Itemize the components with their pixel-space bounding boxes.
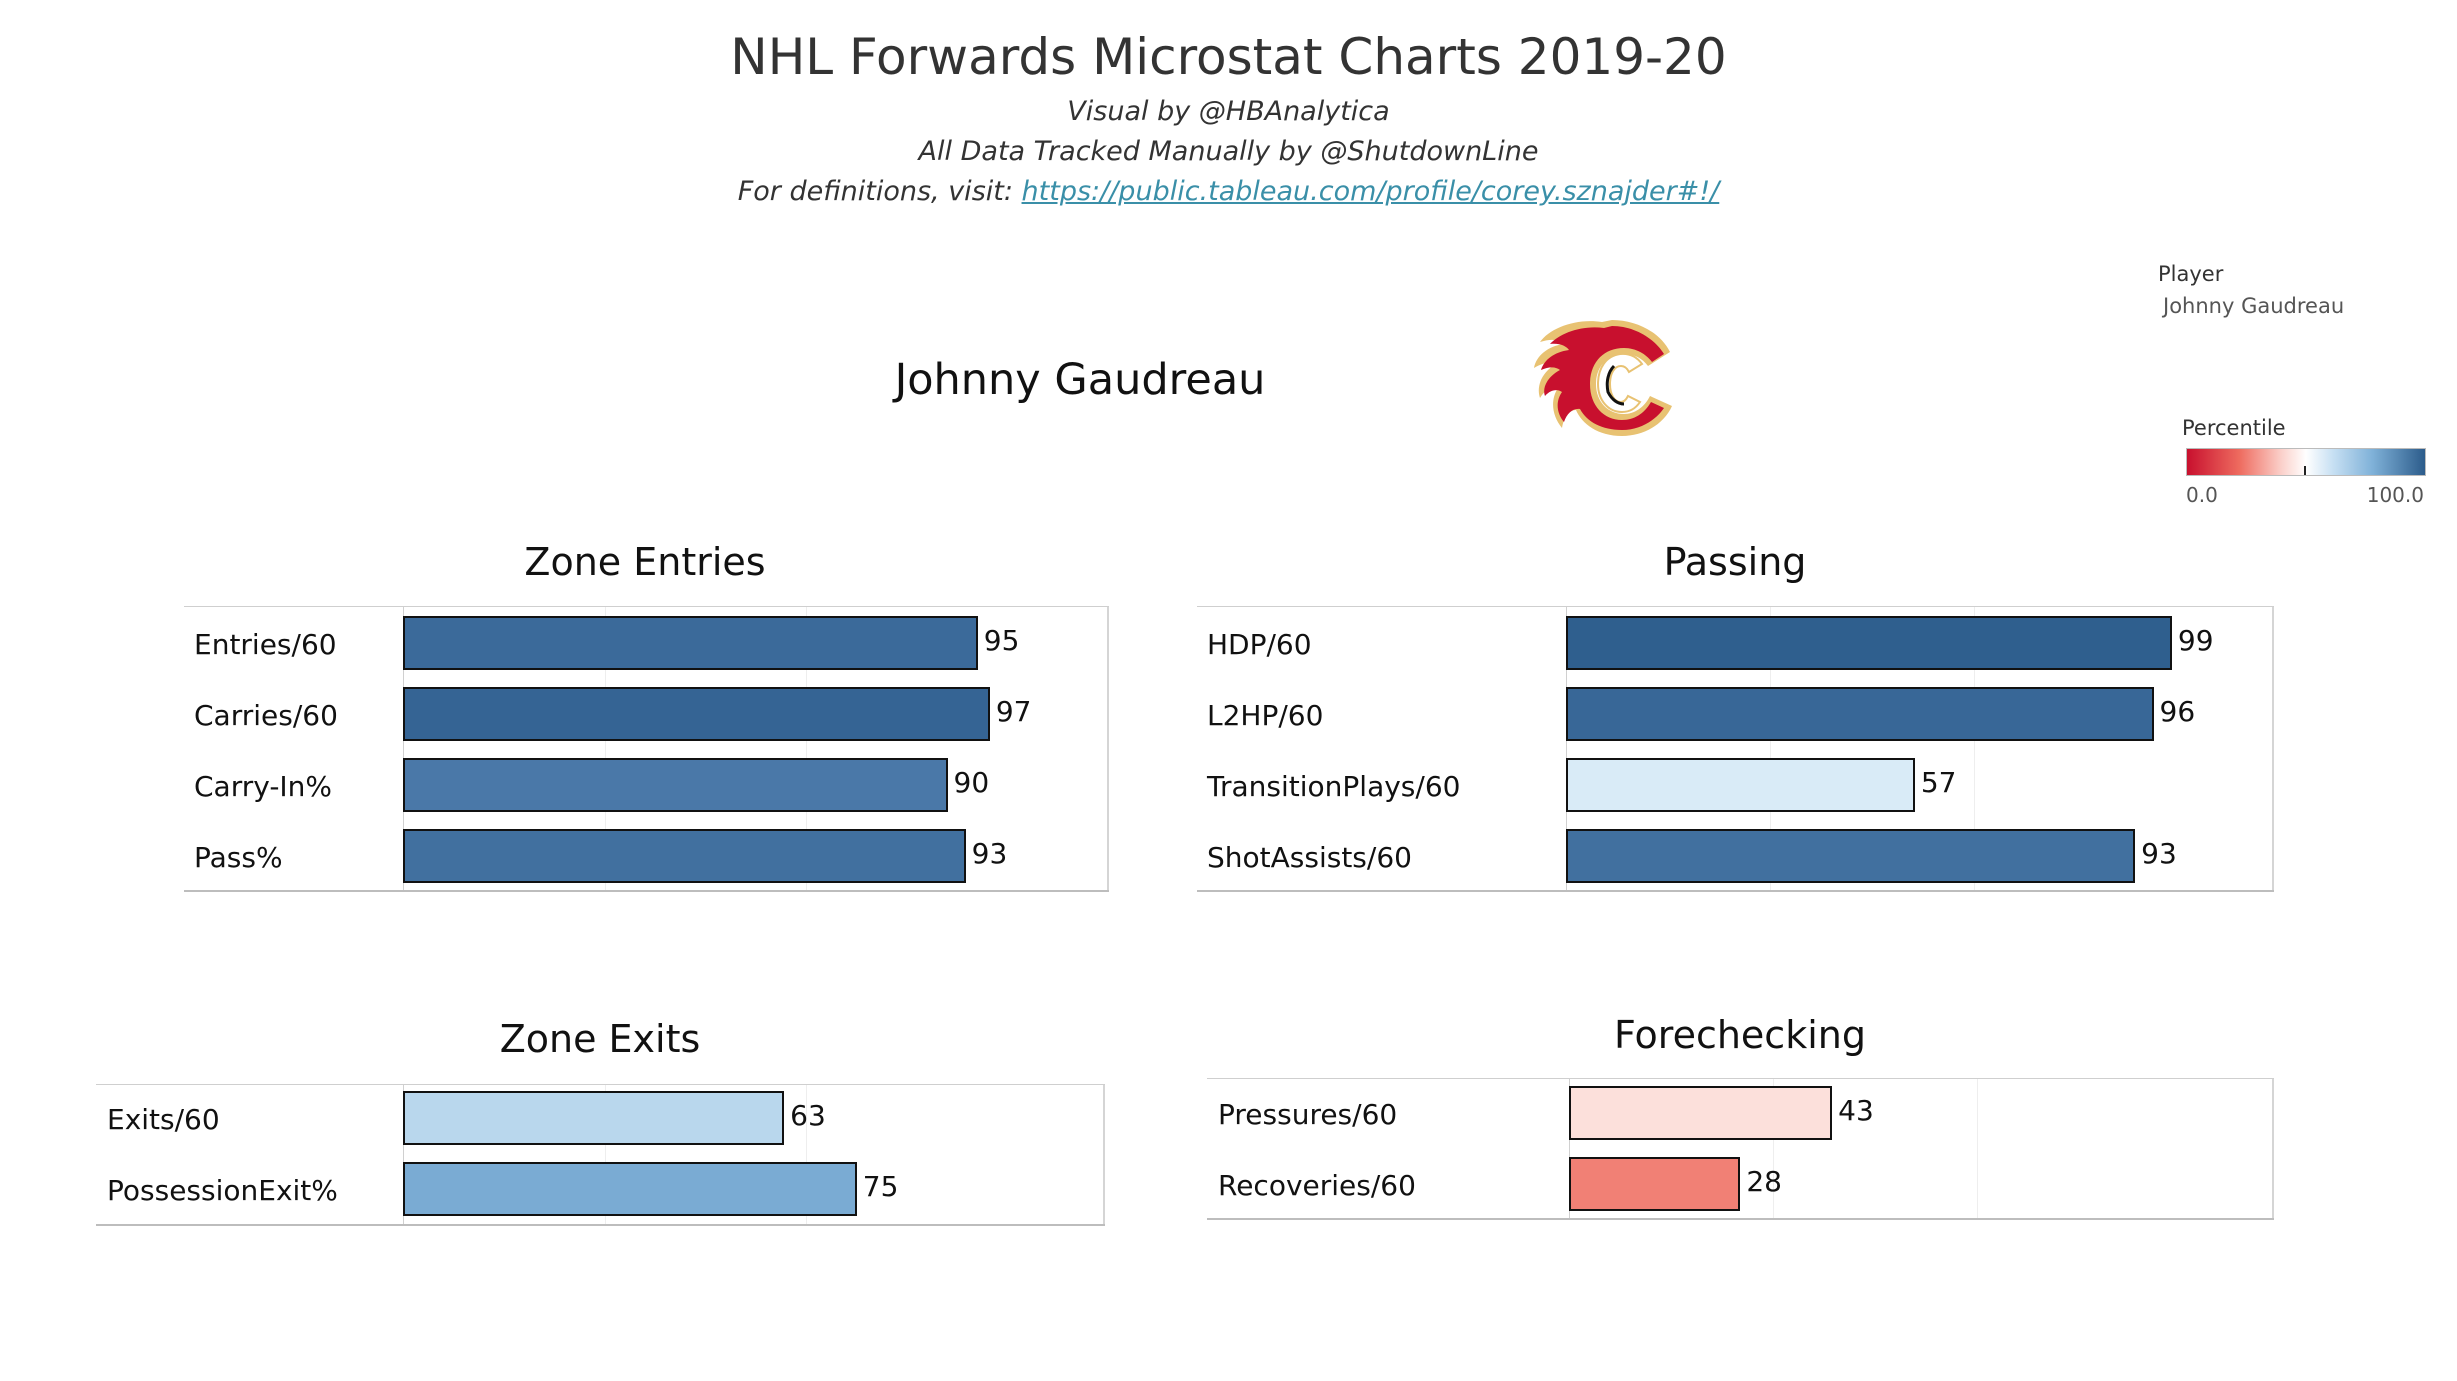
bar-entries-60[interactable] <box>403 616 978 670</box>
bar-value-entries-60: 95 <box>983 624 1020 657</box>
row-label-pressures-60: Pressures/60 <box>1218 1098 1398 1131</box>
zone-exits-gridline <box>604 1085 606 1224</box>
row-label-transitionplays-60: TransitionPlays/60 <box>1207 770 1461 803</box>
row-label-exits-60: Exits/60 <box>107 1103 220 1136</box>
player-filter-value[interactable]: Johnny Gaudreau <box>2163 294 2345 318</box>
percentile-color-legend <box>2186 448 2426 476</box>
definitions-prefix: For definitions, visit: <box>737 176 1022 207</box>
zone-exits-chart-frame <box>96 1084 1105 1226</box>
row-label-pass: Pass% <box>194 841 283 874</box>
bar-exits-60[interactable] <box>403 1091 785 1145</box>
bar-value-pass: 93 <box>971 837 1008 870</box>
bar-value-shotassists-60: 93 <box>2141 837 2177 870</box>
legend-max-label: 100.0 <box>2366 483 2424 507</box>
bar-value-pressures-60: 43 <box>1838 1094 1874 1127</box>
row-label-carries-60: Carries/60 <box>194 699 338 732</box>
zone-exits-chart-title: Zone Exits <box>499 1017 701 1061</box>
forechecking-frame-right-edge <box>2272 1079 2274 1218</box>
bar-value-carry-in: 90 <box>953 766 990 799</box>
player-name: Johnny Gaudreau <box>894 355 1266 405</box>
row-label-carry-in: Carry-In% <box>194 770 333 803</box>
zone-entries-gridline <box>806 607 808 890</box>
row-label-possessionexit: PossessionExit% <box>107 1174 338 1207</box>
bar-carries-60[interactable] <box>403 687 990 741</box>
zone-entries-frame-right-edge <box>1107 607 1109 890</box>
row-label-entries-60: Entries/60 <box>194 628 337 661</box>
zone-entries-axis-line <box>403 607 404 890</box>
zone-entries-chart-title: Zone Entries <box>524 540 766 584</box>
subtitle-visual: Visual by @HBAnalytica <box>1067 96 1390 127</box>
bar-value-l2hp-60: 96 <box>2159 695 2196 728</box>
bar-value-recoveries-60: 28 <box>1746 1165 1782 1198</box>
zone-exits-gridline <box>806 1085 808 1224</box>
bar-l2hp-60[interactable] <box>1566 687 2154 741</box>
zone-entries-gridline <box>604 607 606 890</box>
passing-gridline <box>1974 607 1975 890</box>
calgary-flames-logo-icon <box>1534 320 1672 436</box>
forechecking-gridline <box>1977 1079 1978 1218</box>
row-label-l2hp-60: L2HP/60 <box>1207 699 1324 732</box>
forechecking-chart-frame <box>1207 1078 2274 1220</box>
bar-transitionplays-60[interactable] <box>1566 758 1915 812</box>
bar-pass[interactable] <box>403 829 966 883</box>
forechecking-chart-title: Forechecking <box>1614 1013 1866 1057</box>
row-label-hdp-60: HDP/60 <box>1207 628 1312 661</box>
row-label-shotassists-60: ShotAssists/60 <box>1207 841 1412 874</box>
player-filter-label: Player <box>2158 262 2224 286</box>
bar-hdp-60[interactable] <box>1566 616 2172 670</box>
passing-chart-title: Passing <box>1663 540 1807 584</box>
zone-entries-chart-frame <box>184 606 1109 892</box>
bar-value-hdp-60: 99 <box>2177 624 2214 657</box>
bar-possessionexit[interactable] <box>403 1162 857 1216</box>
bar-shotassists-60[interactable] <box>1566 829 2136 883</box>
bar-value-exits-60: 63 <box>790 1099 826 1132</box>
passing-gridline <box>1770 607 1771 890</box>
bar-pressures-60[interactable] <box>1569 1086 1833 1140</box>
bar-value-transitionplays-60: 57 <box>1920 766 1957 799</box>
bar-value-carries-60: 97 <box>995 695 1032 728</box>
legend-title: Percentile <box>2182 416 2286 440</box>
bar-recoveries-60[interactable] <box>1569 1157 1741 1211</box>
passing-axis-line <box>1566 607 1567 890</box>
row-label-recoveries-60: Recoveries/60 <box>1218 1169 1416 1202</box>
bar-carry-in[interactable] <box>403 758 948 812</box>
zone-exits-axis-line <box>403 1085 404 1224</box>
passing-frame-right-edge <box>2272 607 2274 890</box>
forechecking-axis-line <box>1569 1079 1570 1218</box>
legend-min-label: 0.0 <box>2186 483 2218 507</box>
forechecking-gridline <box>1773 1079 1774 1218</box>
subtitle-data: All Data Tracked Manually by @ShutdownLi… <box>918 136 1539 167</box>
page-title: NHL Forwards Microstat Charts 2019-20 <box>730 28 1727 86</box>
zone-exits-frame-right-edge <box>1103 1085 1105 1224</box>
bar-value-possessionexit: 75 <box>862 1170 899 1203</box>
passing-chart-frame <box>1197 606 2274 892</box>
subtitle-definitions: For definitions, visit: https://public.t… <box>0 176 2457 207</box>
definitions-link[interactable]: https://public.tableau.com/profile/corey… <box>1021 176 1720 207</box>
legend-tick-marker <box>2304 466 2306 475</box>
